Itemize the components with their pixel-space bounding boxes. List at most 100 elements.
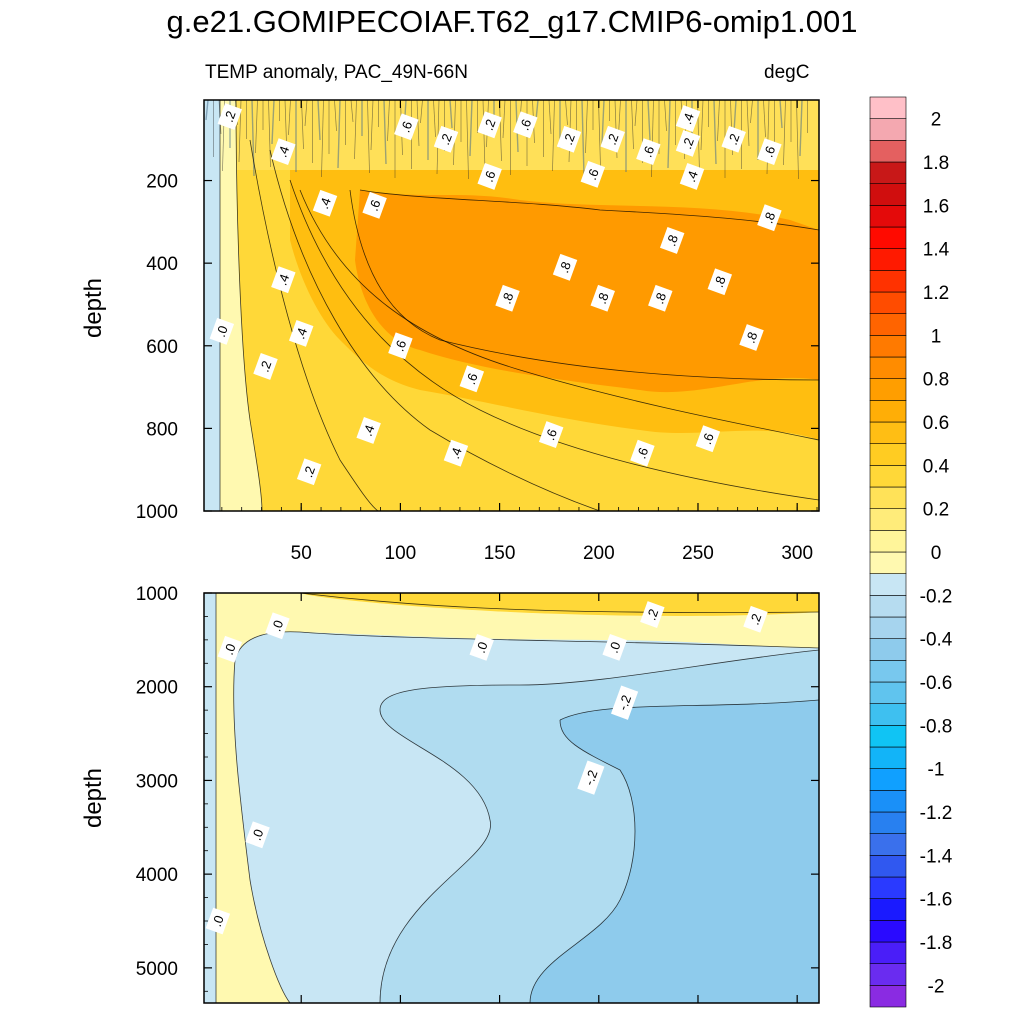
lower-contour-label-text: .2 — [643, 607, 661, 622]
chart-subtitle-units: degC — [764, 62, 810, 83]
upper-surface-streak — [535, 100, 539, 121]
upper-surface-streak — [433, 100, 436, 138]
upper-contour-label: .4 — [679, 163, 705, 190]
upper-contour-line — [299, 189, 819, 441]
upper-contour-label: .6 — [695, 425, 721, 453]
upper-surface-streak — [750, 100, 753, 124]
upper-contour-label-text: .4 — [316, 196, 334, 211]
lower-contour-label: .0 — [205, 907, 231, 935]
upper-contour-label: .0 — [209, 317, 235, 345]
upper-contour-label: .6 — [538, 421, 564, 448]
lower-axes: 1000 2000 3000 4000 5000 — [136, 584, 819, 1003]
lower-contour-label-bg — [743, 605, 768, 633]
colorbar-label: 0.4 — [923, 456, 950, 477]
colorbar-swatch — [869, 746, 907, 769]
upper-x-tick-label: 100 — [385, 543, 417, 564]
upper-surface-streak — [321, 100, 324, 178]
upper-contour-label-bg — [459, 365, 485, 393]
lower-contour-label-text: .0 — [209, 913, 227, 928]
upper-contour-label-bg — [217, 103, 243, 130]
upper-x-tick-label: 250 — [682, 543, 714, 564]
upper-surface-streak — [416, 100, 420, 147]
upper-contour-label-bg — [675, 129, 701, 157]
upper-contour-label-bg — [477, 111, 502, 139]
upper-surface-streak — [664, 100, 667, 132]
upper-contour-line — [289, 179, 819, 501]
upper-contour-label-text: .8 — [556, 260, 574, 275]
upper-contour-label: .2 — [477, 111, 502, 139]
colorbar-swatch — [869, 118, 907, 141]
upper-contour-label-text: .2 — [221, 109, 239, 124]
lower-band-edge — [204, 593, 216, 1003]
upper-surface-streak — [370, 100, 374, 151]
upper-contour-label-bg — [630, 439, 655, 467]
lower-y-tick-label: 2000 — [136, 678, 178, 699]
upper-contour-label: .6 — [630, 439, 655, 467]
upper-surface-streak — [717, 100, 720, 142]
upper-contour-label: .6 — [388, 332, 413, 360]
upper-band-0.8 — [355, 190, 819, 393]
colorbar-swatch — [869, 876, 907, 899]
upper-surface-streak — [387, 100, 390, 142]
lower-y-tick-label: 4000 — [136, 865, 178, 886]
upper-contour-label: .2 — [721, 125, 746, 153]
colorbar-swatch — [869, 790, 907, 813]
lower-contour-label-text: .0 — [473, 640, 491, 655]
upper-surface-streak — [598, 100, 601, 168]
upper-contour-line — [249, 139, 379, 511]
upper-surface-streak — [700, 100, 704, 151]
upper-contour-label-text: .8 — [761, 210, 779, 225]
upper-x-tick-label: 200 — [583, 543, 615, 564]
lower-contour-label-bg — [602, 633, 627, 661]
upper-contour-label: .8 — [659, 227, 685, 254]
upper-surface-streak — [367, 100, 370, 174]
colorbar-swatch — [869, 205, 907, 228]
upper-surface-streak — [469, 100, 473, 157]
upper-contour-label-bg — [552, 253, 578, 281]
upper-contour-label: .6 — [362, 191, 387, 219]
colorbar-swatch — [869, 573, 907, 596]
colorbar-swatch — [869, 551, 907, 574]
upper-surface-streak — [354, 100, 357, 160]
upper-surface-streak — [420, 100, 423, 124]
upper-contour-label-bg — [362, 191, 387, 219]
colorbar-label: 1.8 — [923, 153, 949, 174]
colorbar-label: -0.8 — [920, 716, 953, 737]
lower-band-neg0.3 — [530, 700, 819, 1003]
colorbar-swatch — [869, 638, 907, 661]
lower-contour-label: .2 — [640, 601, 665, 628]
lower-contour-label-bg — [610, 685, 639, 720]
upper-contour-label-bg — [356, 417, 381, 444]
upper-contour-label-text: .8 — [743, 330, 761, 345]
upper-surface-streak — [552, 100, 555, 172]
upper-contour-label-text: .8 — [499, 291, 517, 306]
colorbar-swatch — [869, 226, 907, 249]
upper-contour-label-text: .4 — [274, 144, 292, 159]
upper-contour-label-bg — [495, 284, 520, 312]
colorbar-label: 0 — [931, 543, 942, 564]
upper-band-neg — [204, 100, 220, 511]
chart-title: g.e21.GOMIPECOIAF.T62_g17.CMIP6-omip1.00… — [166, 4, 858, 39]
upper-surface-streak — [499, 100, 502, 162]
colorbar-swatch — [869, 96, 907, 119]
upper-surface-streak — [585, 100, 588, 154]
upper-contour-label-text: .4 — [360, 423, 378, 438]
upper-surface-streak — [304, 100, 308, 127]
upper-surface-streak — [383, 100, 387, 165]
upper-contour-label-bg — [757, 204, 782, 232]
colorbar-swatch — [869, 248, 907, 271]
upper-contour-label-bg — [679, 163, 705, 190]
upper-surface-streak — [268, 100, 271, 168]
colorbar: -2 -1.8 -1.6 -1.4 -1.2 -1 -0.8 -0.6 -0.4 -0.2 0 0.2… — [869, 96, 953, 1008]
upper-contour-label-text: .8 — [711, 274, 729, 289]
upper-surface-streak — [288, 100, 291, 136]
upper-contour-label-text: .6 — [542, 427, 560, 442]
upper-contour-fill — [204, 100, 819, 511]
colorbar-swatch — [869, 898, 907, 921]
colorbar-swatch — [869, 833, 907, 856]
upper-contour-label: .8 — [739, 324, 764, 351]
upper-contour-label: .8 — [552, 253, 578, 281]
upper-surface-streak — [618, 100, 621, 136]
upper-x-tick-label: 300 — [781, 543, 813, 564]
upper-contour-label-text: .2 — [437, 132, 455, 147]
